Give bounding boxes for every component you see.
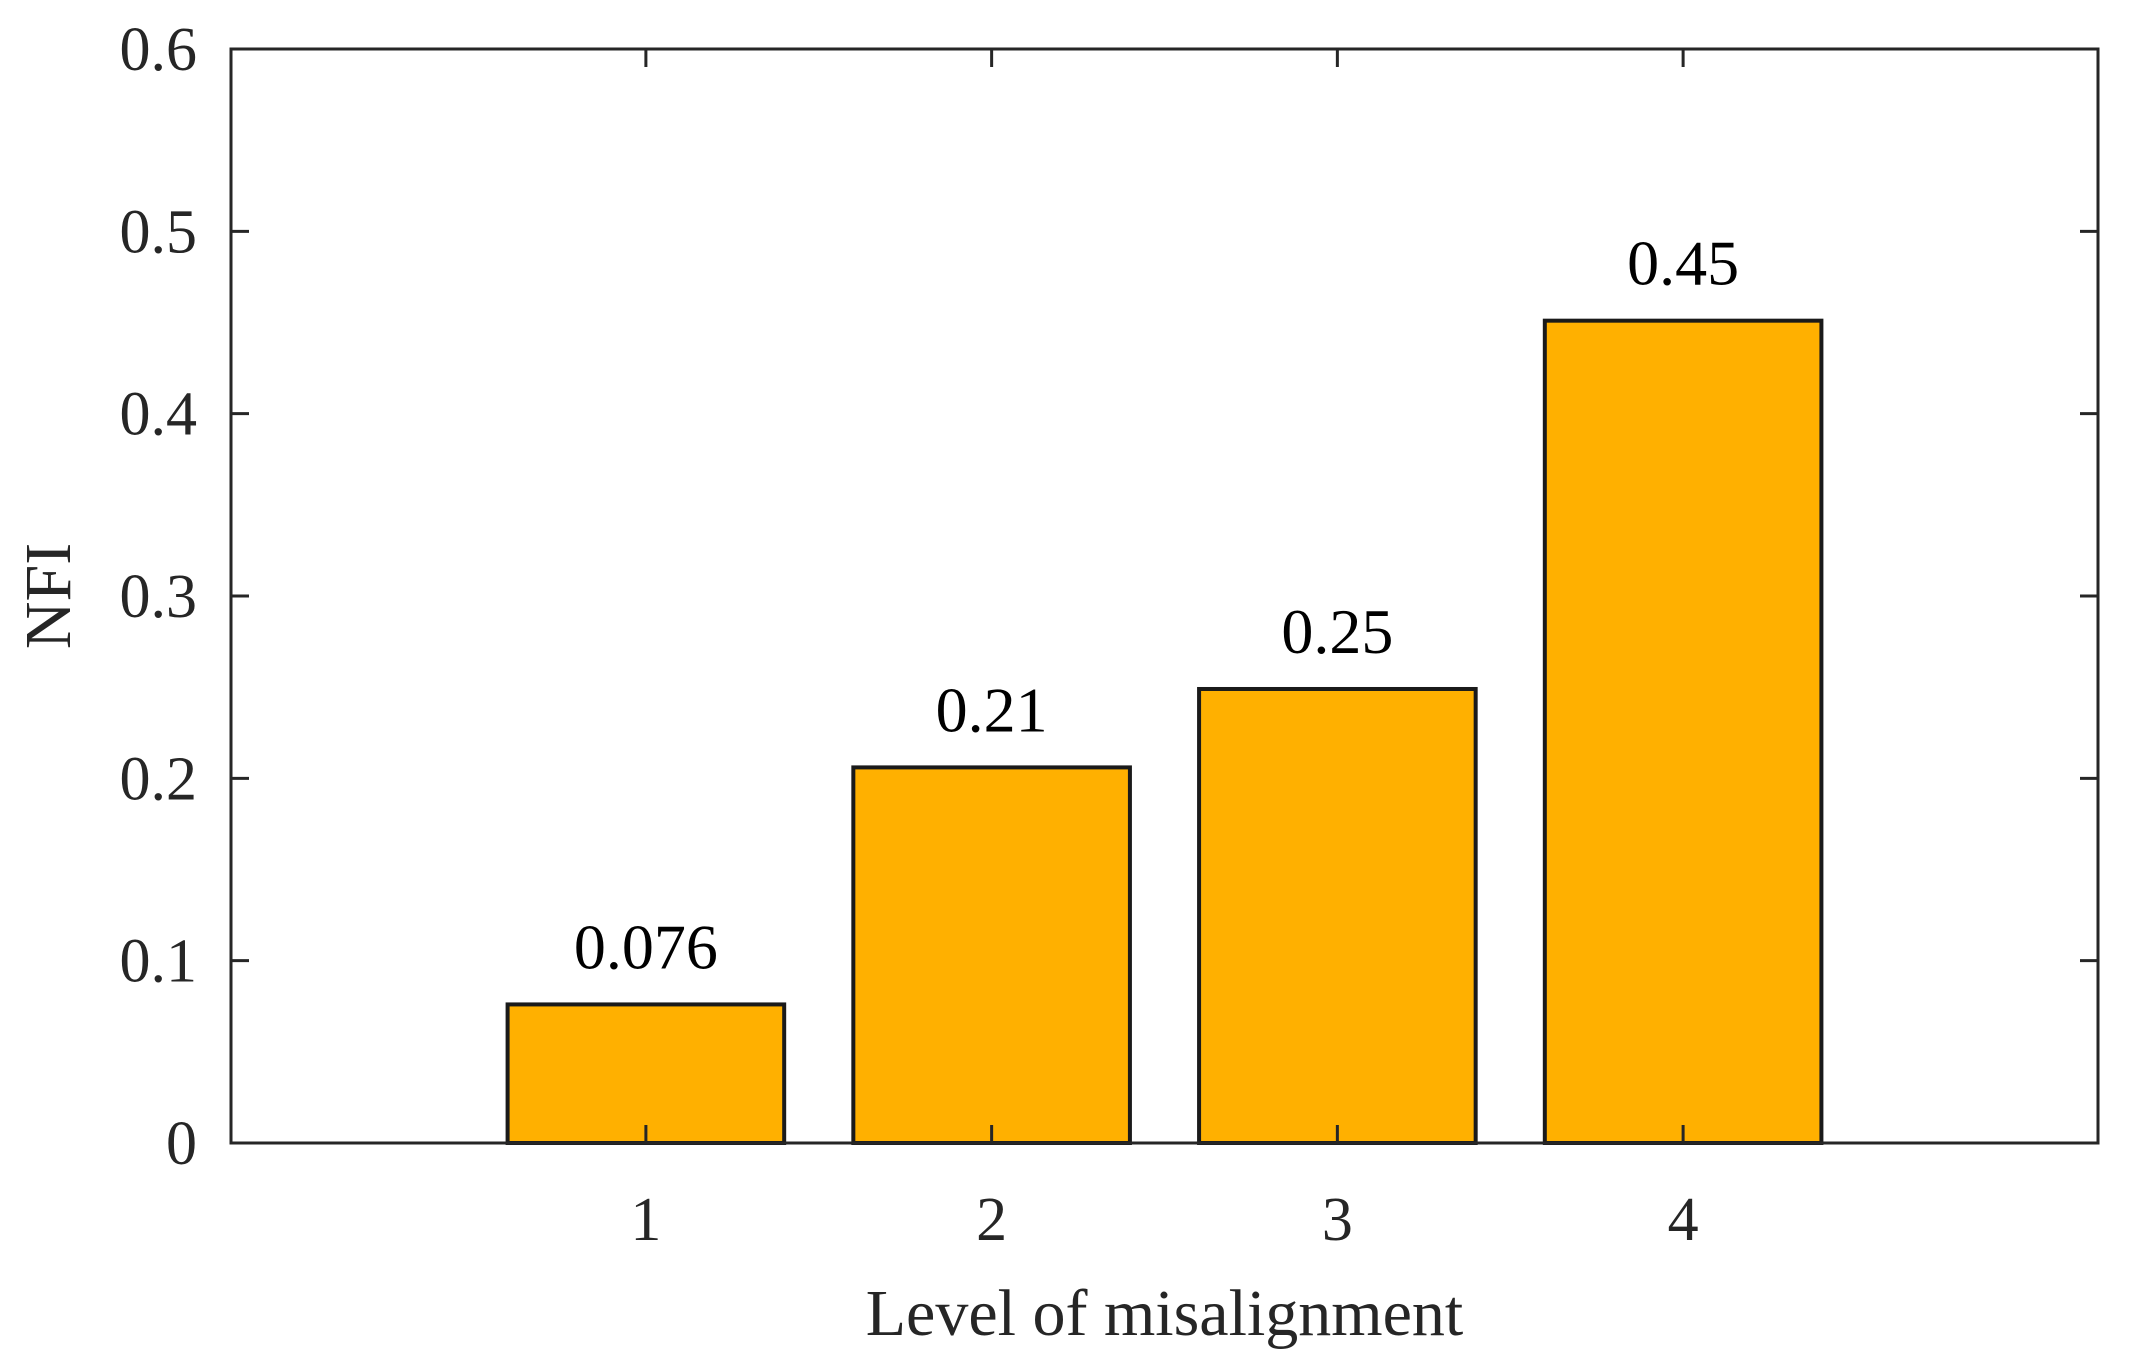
y-tick-label-5: 0.5 — [120, 198, 198, 266]
bar-1 — [505, 1002, 787, 1146]
y-tick-label-2: 0.2 — [120, 745, 198, 813]
y-tick-label-3: 0.3 — [120, 563, 198, 631]
y-tick-label-0: 0 — [166, 1110, 197, 1178]
x-tick-label-2: 2 — [976, 1186, 1007, 1254]
x-tick-label-1: 1 — [630, 1186, 661, 1254]
y-tick-label-6: 0.6 — [120, 16, 198, 84]
y-tick-label-1: 0.1 — [120, 928, 198, 996]
x-tick-label-3: 3 — [1322, 1186, 1353, 1254]
bar-3 — [1197, 686, 1478, 1145]
data-label-2: 0.21 — [936, 674, 1048, 745]
x-tick-label-4: 4 — [1668, 1186, 1699, 1254]
bar-4 — [1542, 318, 1824, 1145]
y-tick-label-4: 0.4 — [120, 381, 198, 449]
data-label-1: 0.076 — [574, 911, 718, 982]
x-axis-title: Level of misalignment — [866, 1277, 1464, 1350]
data-label-4: 0.45 — [1627, 228, 1739, 299]
plot-frame — [229, 47, 2100, 1145]
y-axis-title: NFI — [12, 543, 85, 649]
bars — [505, 318, 1824, 1146]
data-label-3: 0.25 — [1281, 596, 1393, 667]
bar-2 — [851, 765, 1132, 1145]
data-labels: 0.076 0.21 0.25 0.45 — [574, 228, 1739, 983]
tick-labels: 1 2 3 4 0 0.1 0.2 0.3 0.4 0.5 0.6 — [120, 16, 1699, 1254]
